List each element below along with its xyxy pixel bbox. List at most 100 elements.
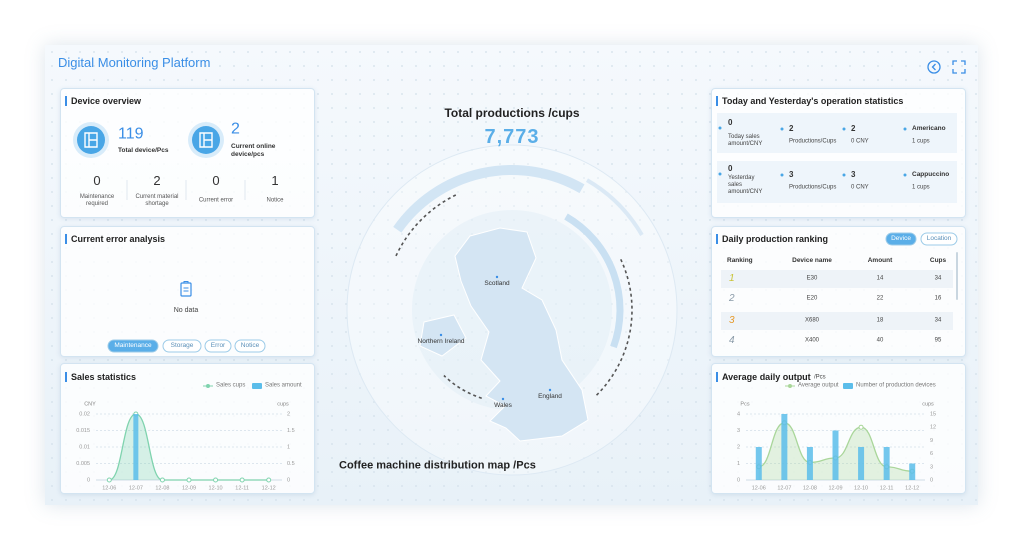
total-value: 7,773 — [484, 126, 540, 148]
bar — [806, 447, 813, 480]
ranking-tab[interactable] — [920, 232, 958, 246]
region-dot — [495, 275, 499, 279]
table-cell: 40 — [876, 337, 884, 344]
region-dot — [439, 333, 443, 337]
sales-statistics-card — [60, 363, 315, 494]
stat-label: Current error — [198, 197, 234, 204]
filter-tab-label[interactable]: Maintenance — [114, 342, 152, 350]
region-label: England — [538, 393, 562, 401]
card-title: Today and Yesterday's operation statisti… — [716, 96, 903, 106]
table-row — [721, 312, 953, 330]
filter-tab-label[interactable]: Error — [210, 342, 226, 350]
production-ranking-card — [711, 226, 966, 357]
stat-value: 0 — [93, 173, 101, 189]
bar — [883, 447, 890, 480]
y2-tick-label: 9 — [930, 438, 933, 444]
product-name: Americano — [912, 125, 946, 133]
online-device-value: 2 — [231, 120, 240, 138]
stat-label: Notice — [266, 197, 284, 204]
legend-swatch — [843, 383, 853, 389]
table-row — [721, 332, 953, 350]
scrollbar[interactable] — [956, 252, 958, 300]
ranking-tab-label[interactable]: Device — [891, 235, 911, 243]
x-tick-label: 12-08 — [155, 485, 169, 491]
amount-label: 0 CNY — [851, 184, 869, 191]
total-device-value: 119 — [118, 125, 144, 143]
sales-label: Yesterday sales amount/CNY — [728, 175, 763, 196]
stat-value: 0 — [212, 173, 220, 189]
line-marker — [266, 477, 272, 483]
bar — [133, 414, 139, 480]
region-label: Scotland — [484, 280, 510, 288]
area — [109, 414, 269, 480]
y-axis-label: Pcs — [740, 401, 750, 408]
product-cups: 1 cups — [912, 184, 930, 191]
legend-marker — [206, 384, 210, 388]
chart-subtitle: /Pcs — [814, 374, 826, 381]
legend-marker — [788, 384, 792, 388]
sales-value: 0 — [728, 164, 733, 174]
y2-tick-label: 6 — [930, 451, 933, 457]
stat-label: Maintenance required — [79, 193, 115, 207]
rank-number: 1 — [729, 273, 735, 284]
filter-tab[interactable] — [234, 339, 266, 353]
y2-axis-label: cups — [922, 401, 934, 408]
map-dashed-arc — [395, 194, 457, 257]
total-device-label: Total device/Pcs — [118, 147, 169, 155]
table-cell: E30 — [806, 275, 818, 282]
filter-tab-label[interactable]: Storage — [170, 342, 194, 350]
region-dot — [548, 388, 552, 392]
column-header: Device name — [792, 257, 832, 265]
y2-tick-label: 15 — [930, 411, 936, 417]
productions-label: Productions/Cups — [789, 184, 837, 191]
map-ring — [585, 178, 644, 237]
bar — [909, 463, 916, 480]
empty-icon — [180, 282, 192, 297]
y-tick-label: 3 — [737, 428, 740, 434]
filter-tab[interactable] — [204, 339, 232, 353]
productions-value: 3 — [789, 170, 794, 180]
amount-label: 0 CNY — [851, 138, 869, 145]
x-tick-label: 12-11 — [880, 485, 894, 491]
chart-title: Average daily output — [716, 372, 811, 382]
table-cell: 34 — [934, 275, 942, 282]
y-axis-label: CNY — [84, 401, 96, 408]
bar — [858, 447, 865, 480]
row-dot — [718, 172, 722, 176]
rank-number: 3 — [729, 315, 735, 326]
fullscreen-button[interactable] — [952, 60, 966, 74]
y2-tick-label: 1.5 — [287, 428, 295, 434]
back-button[interactable] — [927, 60, 941, 74]
online-device-label: Current online device/pcs — [231, 143, 276, 158]
y-tick-label: 4 — [737, 411, 740, 417]
y-tick-label: 2 — [737, 444, 740, 450]
region-dot — [501, 397, 505, 401]
filter-tab[interactable] — [162, 339, 202, 353]
line-marker — [106, 477, 112, 483]
map-ring — [393, 165, 585, 233]
ranking-tab[interactable] — [885, 232, 917, 246]
filter-tab-label[interactable]: Notice — [240, 342, 260, 350]
table-cell: X400 — [804, 337, 820, 344]
product-cups: 1 cups — [912, 138, 930, 145]
y2-axis-label: cups — [277, 401, 289, 408]
table-cell: 22 — [876, 295, 884, 302]
sales-label: Today sales amount/CNY — [728, 133, 763, 147]
y-tick-label: 0.005 — [76, 461, 90, 467]
table-cell: 14 — [876, 275, 884, 282]
region-label: Northern Ireland — [417, 338, 465, 346]
y2-tick-label: 0 — [930, 477, 933, 483]
filter-tab[interactable] — [107, 339, 159, 353]
line-marker — [159, 477, 165, 483]
ranking-tab-label[interactable]: Location — [926, 235, 952, 243]
map-northern-ireland — [419, 314, 467, 357]
map-dashed-arc — [443, 374, 482, 399]
device-icon-glyph — [199, 132, 213, 148]
y2-tick-label: 12 — [930, 425, 936, 431]
table-row — [721, 270, 953, 288]
page-title: Digital Monitoring Platform — [58, 55, 211, 71]
table-cell: 34 — [934, 317, 942, 324]
y-tick-label: 0 — [87, 477, 90, 483]
